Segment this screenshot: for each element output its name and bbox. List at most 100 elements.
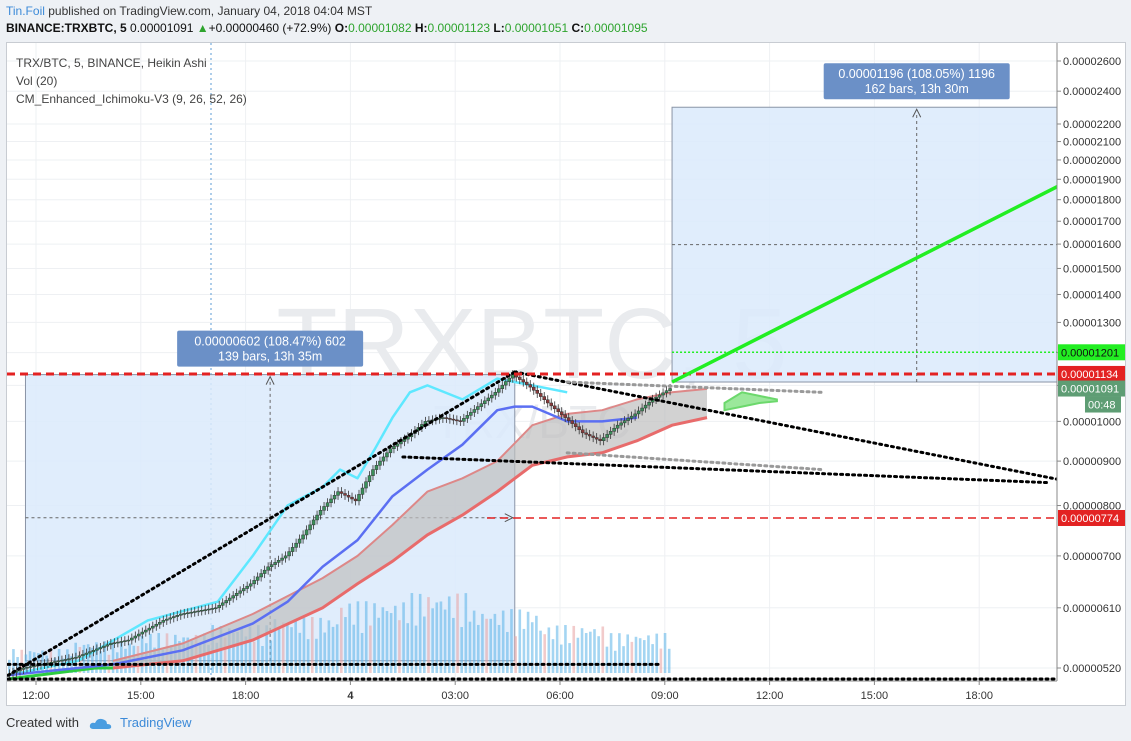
volume-bar (572, 625, 576, 673)
candle-body (25, 667, 29, 669)
candle-body (28, 666, 33, 668)
candle-body (161, 620, 166, 623)
volume-bar (460, 627, 463, 673)
candle-body (511, 374, 515, 379)
volume-bar (427, 597, 430, 673)
volume-bar (410, 593, 414, 673)
trendline-3 (401, 455, 1052, 485)
volume-bar (265, 625, 268, 673)
candle-body (441, 417, 445, 419)
chart-panel[interactable]: TRXBTC, 5 TRX/BTC 0.00000602 (108.47%) 602… (6, 42, 1126, 706)
candle-body (154, 623, 159, 627)
candle-body (594, 437, 599, 440)
candle-body (241, 588, 246, 592)
volume-bar (290, 627, 293, 673)
legend-ichimoku[interactable]: CM_Enhanced_Ichimoku-V3 (9, 26, 52, 26) (16, 92, 247, 106)
low-value: 0.00001051 (504, 21, 569, 35)
volume-bar (443, 609, 447, 673)
candle-body (521, 379, 526, 383)
volume-bar (16, 657, 19, 673)
volume-bar (522, 628, 526, 673)
volume-bar (655, 633, 659, 673)
candle-body (189, 611, 193, 614)
legend-symbol[interactable]: TRX/BTC, 5, BINANCE, Heikin Ashi (16, 56, 207, 70)
volume-bar (622, 646, 625, 673)
low-label: L: (493, 21, 505, 35)
volume-bar (630, 641, 634, 673)
candle-body (549, 402, 553, 407)
volume-bar (356, 601, 360, 673)
username-link[interactable]: Tin.Foil (6, 4, 45, 18)
candle-body (224, 600, 228, 604)
volume-bar (547, 627, 551, 673)
volume-bar (447, 596, 451, 673)
candle-body (297, 538, 302, 544)
candle-body (350, 496, 354, 500)
badge-last-price: 0.00001091 (1061, 384, 1119, 396)
price-tick-label: 0.00001900 (1063, 174, 1121, 186)
volume-bar (435, 602, 439, 673)
candle-body (552, 405, 557, 410)
volume-bar (273, 619, 277, 673)
volume-bar (323, 632, 327, 673)
candle-body (664, 390, 669, 394)
volume-bar (651, 644, 654, 673)
volume-bar (315, 638, 318, 673)
volume-bar (244, 636, 248, 673)
legend-volume[interactable]: Vol (20) (16, 74, 58, 88)
volume-bar (319, 617, 322, 673)
candle-body (196, 610, 200, 613)
volume-bar (41, 650, 44, 673)
price-tick-label: 0.00001800 (1063, 195, 1121, 207)
candle-body (91, 650, 96, 652)
volume-bar (369, 625, 372, 673)
candle-body (248, 583, 253, 587)
tradingview-logo-text[interactable]: TradingView (120, 715, 192, 730)
volume-bar (12, 649, 15, 673)
candle-body (220, 602, 225, 606)
candle-body (105, 644, 110, 647)
candle-body (199, 610, 204, 612)
created-with-text: Created with (6, 715, 79, 730)
last-price: 0.00001091 (130, 21, 194, 35)
candle-body (360, 487, 365, 495)
volume-bar (198, 645, 202, 673)
volume-bar (95, 642, 98, 673)
measure-label-value-1: 0.00000602 (108.47%) 602 (194, 335, 346, 349)
candle-body (465, 415, 470, 419)
badge-resistance-bg (1058, 365, 1125, 382)
volume-bar (236, 631, 239, 673)
price-tick-label: 0.00000800 (1063, 501, 1121, 513)
time-axis-bg (7, 681, 1057, 705)
volume-bar (667, 648, 671, 673)
volume-bar (468, 621, 472, 673)
candle-body (622, 420, 627, 424)
volume-bar (373, 603, 376, 673)
candle-body (269, 564, 274, 568)
candle-body (192, 611, 197, 613)
candle-body (605, 434, 609, 438)
volume-bar (618, 633, 621, 673)
candle-body (332, 495, 337, 500)
volume-bar (269, 640, 273, 673)
candle-body (133, 635, 138, 639)
price-tick-label: 0.00002100 (1063, 137, 1121, 149)
symbol-ohlc-line: BINANCE:TRXBTC, 5 0.00001091 ▲+0.0000046… (6, 21, 648, 35)
price-tick-label: 0.00002000 (1063, 155, 1121, 167)
price-tick-label: 0.00001500 (1063, 263, 1121, 275)
volume-bar (497, 624, 501, 673)
candle-body (455, 419, 459, 422)
candle-body (580, 429, 585, 434)
volume-bar (464, 593, 468, 673)
candle-body (175, 615, 180, 617)
candle-body (601, 437, 606, 441)
volume-bar (381, 607, 385, 673)
candle-body (367, 475, 372, 483)
volume-bar (277, 629, 281, 673)
candle-body (535, 390, 539, 394)
candle-body (388, 448, 393, 454)
target-arrow (671, 184, 1057, 384)
candle-body (619, 422, 623, 426)
symbol-label: BINANCE:TRXBTC, 5 (6, 21, 127, 35)
